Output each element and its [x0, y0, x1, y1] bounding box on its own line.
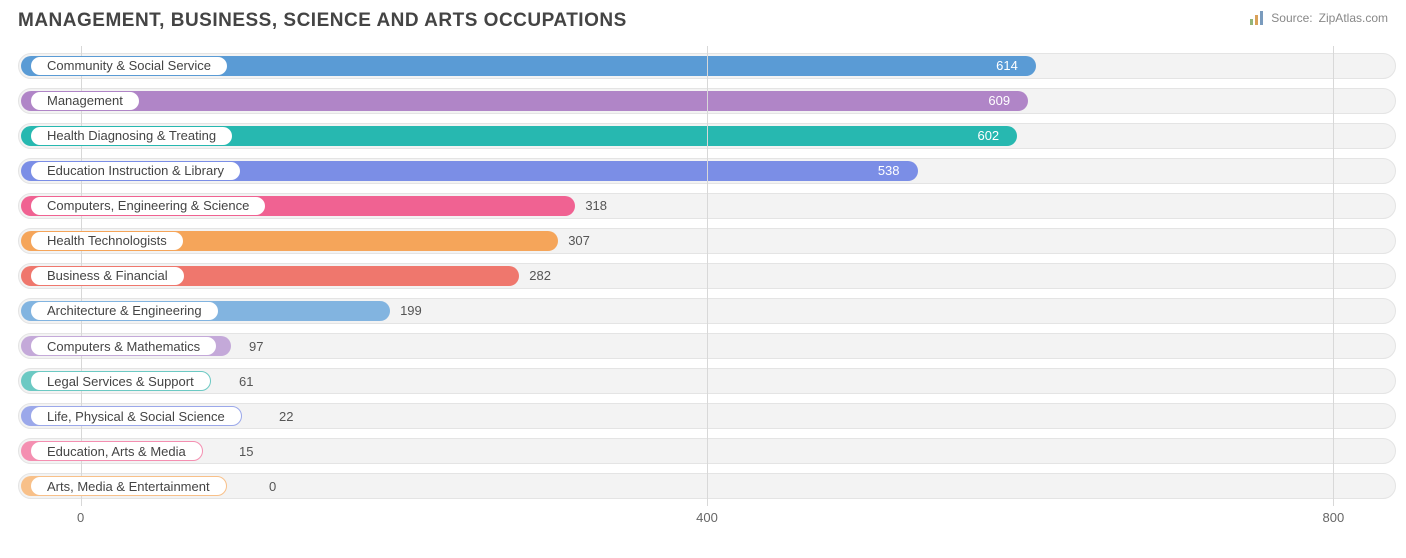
source-label: Source:: [1271, 11, 1312, 25]
bar-label: Business & Financial: [30, 266, 185, 286]
gridline: [707, 46, 708, 506]
bar-value: 97: [249, 336, 263, 356]
bar-label: Health Diagnosing & Treating: [30, 126, 233, 146]
x-tick-label: 0: [77, 510, 84, 525]
bar-value: 318: [585, 196, 607, 216]
bar-label: Architecture & Engineering: [30, 301, 219, 321]
bar-label: Computers & Mathematics: [30, 336, 217, 356]
x-tick-label: 800: [1323, 510, 1345, 525]
bar-label: Legal Services & Support: [30, 371, 211, 391]
bar-value: 307: [568, 231, 590, 251]
bar-label: Health Technologists: [30, 231, 184, 251]
chart-plot: Community & Social Service 614 Management 6…: [18, 46, 1396, 506]
bar-value: 15: [239, 441, 253, 461]
bar-label: Life, Physical & Social Science: [30, 406, 242, 426]
source-attribution: Source: ZipAtlas.com: [1249, 10, 1388, 26]
bar-label: Arts, Media & Entertainment: [30, 476, 227, 496]
bar-value: 609: [988, 91, 1010, 111]
bar-fill: [21, 91, 1028, 111]
chart-title: MANAGEMENT, BUSINESS, SCIENCE AND ARTS O…: [0, 0, 1406, 46]
bar-value: 538: [878, 161, 900, 181]
bar-label: Management: [30, 91, 140, 111]
bar-label: Education Instruction & Library: [30, 161, 241, 181]
x-tick-label: 400: [696, 510, 718, 525]
bar-label: Computers, Engineering & Science: [30, 196, 266, 216]
bar-value: 614: [996, 56, 1018, 76]
source-name: ZipAtlas.com: [1319, 11, 1388, 25]
bar-value: 0: [269, 476, 276, 496]
bar-value: 602: [977, 126, 999, 146]
chart-area: Community & Social Service 614 Management 6…: [18, 46, 1396, 526]
bar-label: Community & Social Service: [30, 56, 228, 76]
bar-value: 61: [239, 371, 253, 391]
barchart-icon: [1249, 10, 1265, 26]
bar-value: 199: [400, 301, 422, 321]
bar-value: 22: [279, 406, 293, 426]
x-axis: 0 400 800: [18, 510, 1396, 530]
gridline: [1333, 46, 1334, 506]
bar-label: Education, Arts & Media: [30, 441, 203, 461]
bar-value: 282: [529, 266, 551, 286]
